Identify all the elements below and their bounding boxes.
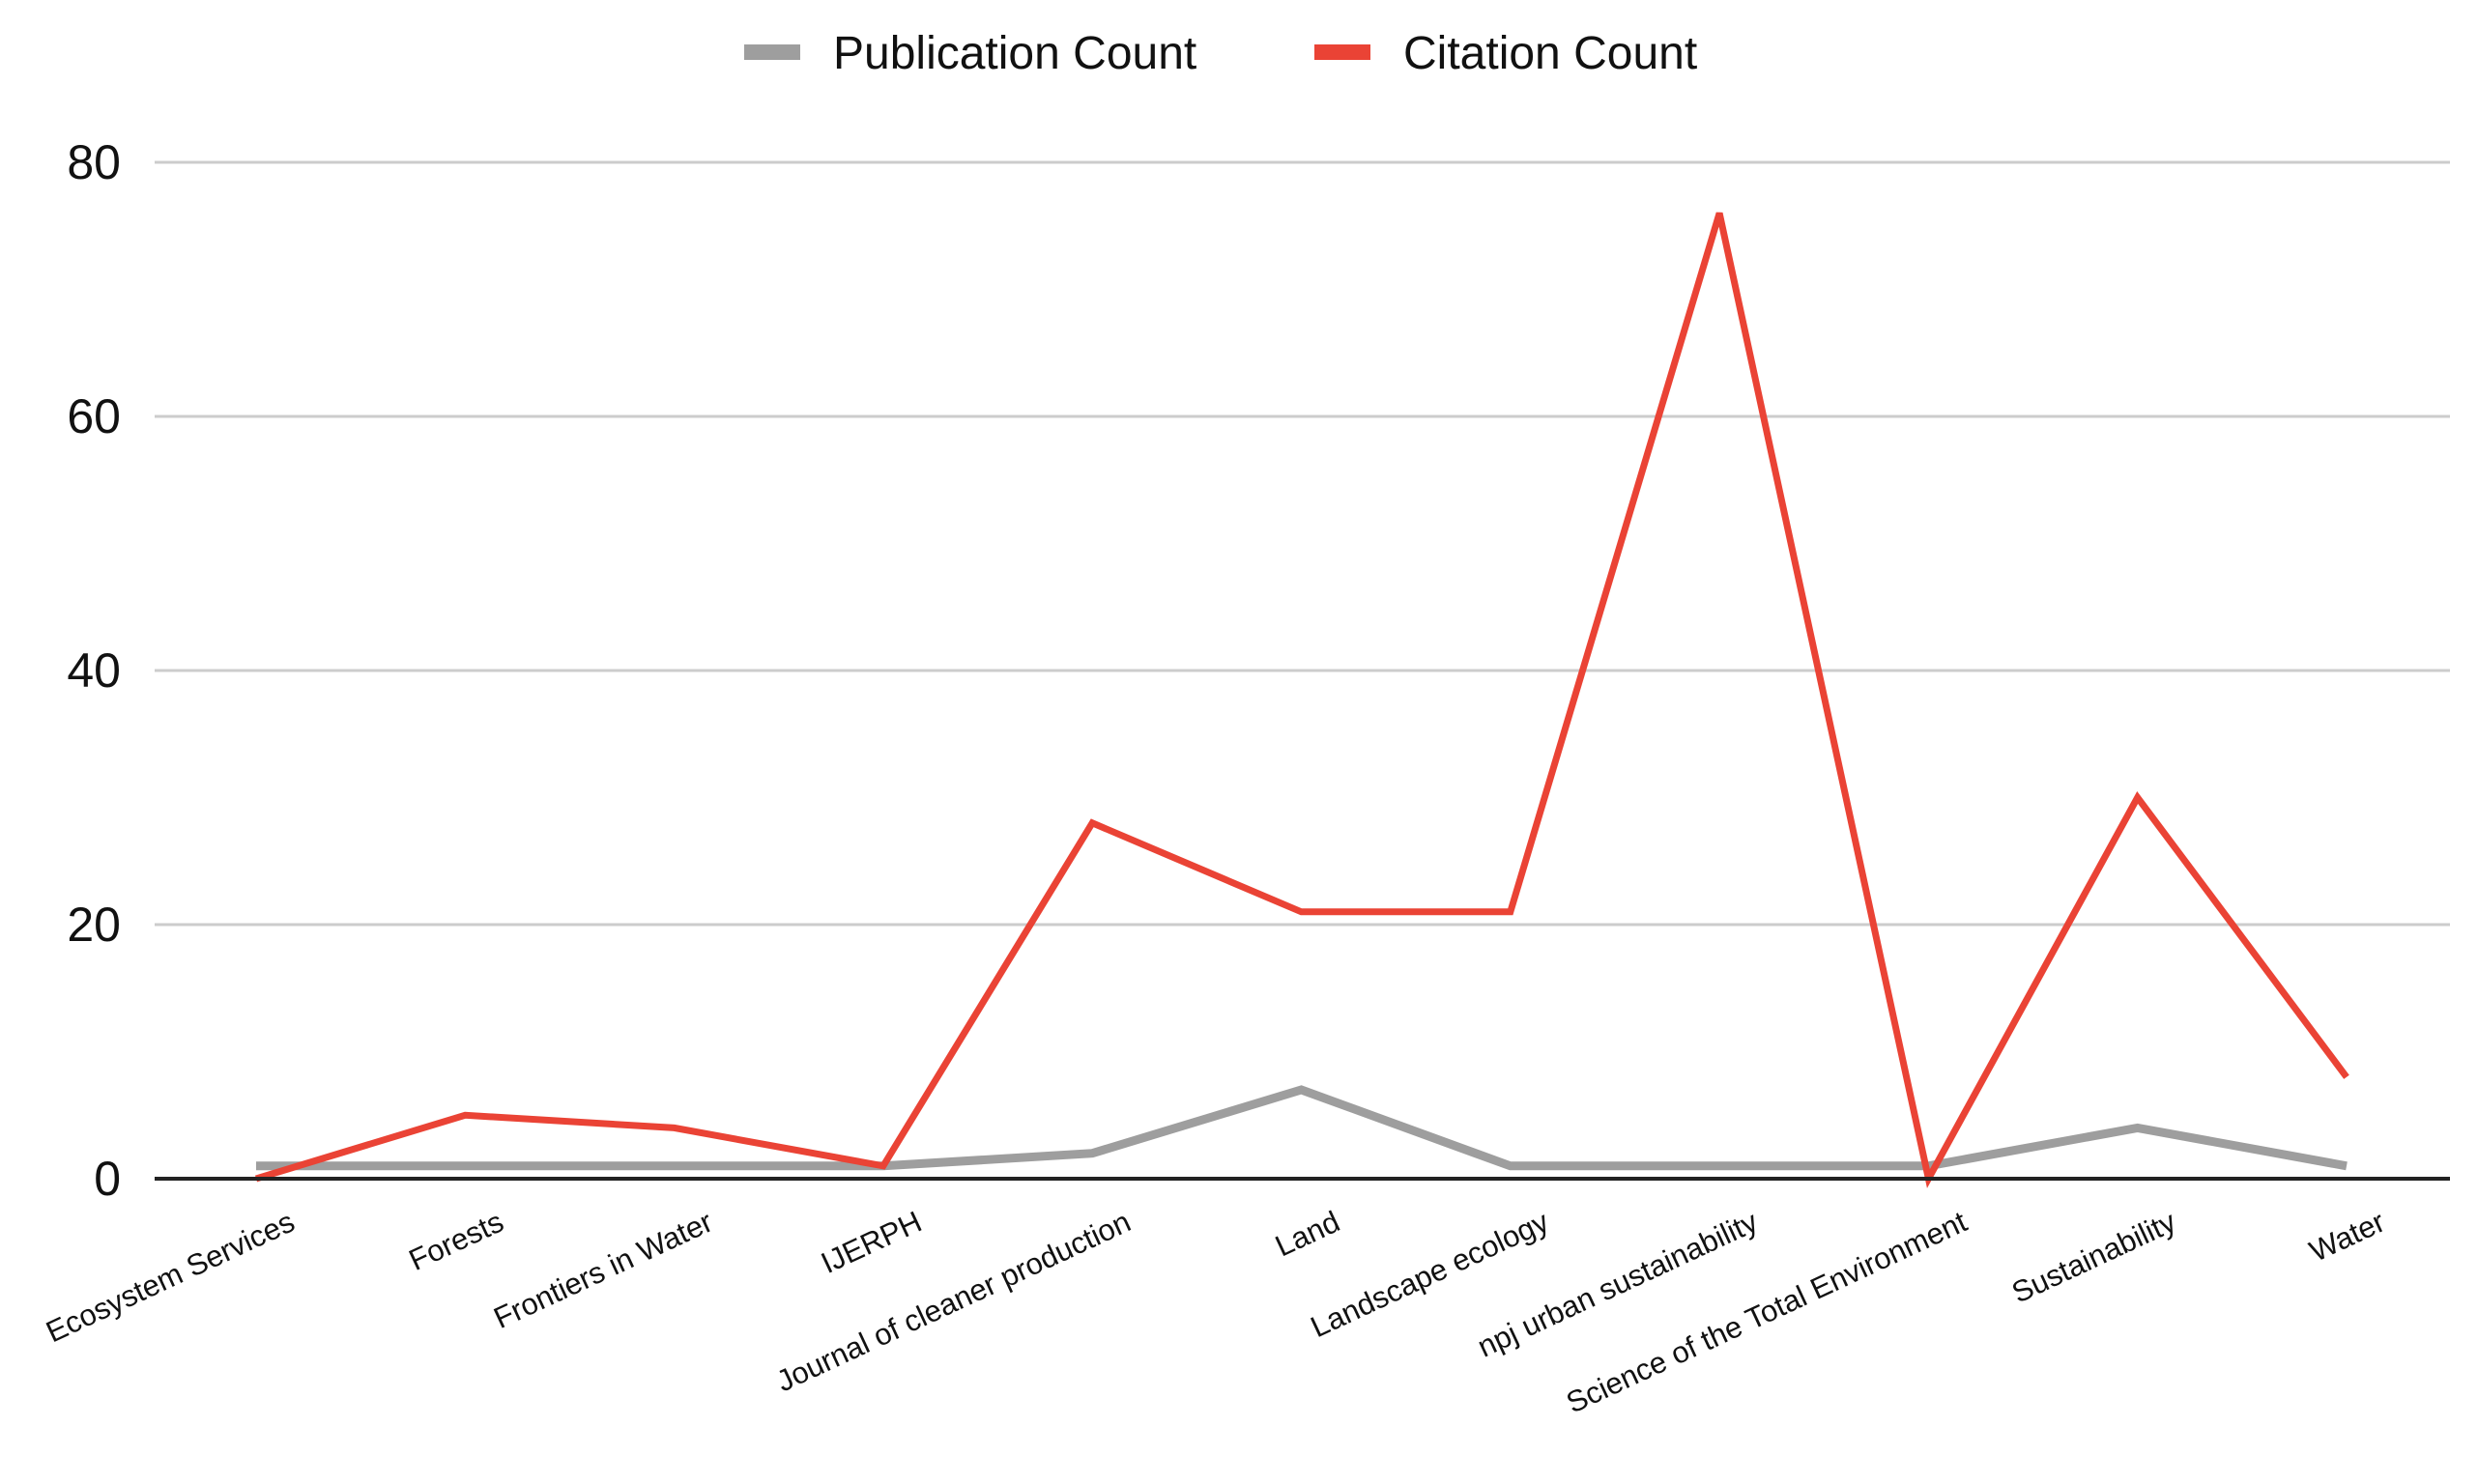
x-tick-label: Water bbox=[2304, 1205, 2390, 1269]
x-tick-label: Forests bbox=[404, 1205, 508, 1277]
y-tick-label: 80 bbox=[67, 135, 121, 189]
legend-swatch bbox=[1314, 44, 1370, 60]
x-tick-label: Land bbox=[1270, 1205, 1344, 1264]
gridlines bbox=[155, 160, 2450, 927]
x-tick-label: Ecosystem Services bbox=[41, 1205, 300, 1350]
legend: Publication Count Citation Count bbox=[744, 28, 1697, 79]
series-line-publication-count bbox=[256, 1085, 2348, 1171]
y-axis-ticks: 0 20 40 60 80 bbox=[67, 135, 121, 1206]
legend-label: Citation Count bbox=[1403, 28, 1697, 79]
y-tick-label: 0 bbox=[94, 1152, 121, 1206]
legend-label: Publication Count bbox=[833, 28, 1196, 79]
y-tick-label: 60 bbox=[67, 389, 121, 443]
x-tick-label: Sustainability bbox=[2006, 1204, 2181, 1309]
legend-swatch bbox=[744, 44, 800, 60]
x-tick-label: Frontiers in Water bbox=[489, 1205, 718, 1335]
x-tick-label: Science of the Total Environment bbox=[1561, 1204, 1972, 1419]
series-line-citation-count bbox=[254, 212, 2349, 1188]
x-tick-label: Journal of cleaner production bbox=[771, 1205, 1136, 1399]
y-tick-label: 20 bbox=[67, 898, 121, 952]
x-tick-label: IJERPH bbox=[816, 1205, 927, 1280]
y-tick-label: 40 bbox=[67, 643, 121, 698]
series-lines bbox=[254, 212, 2349, 1188]
